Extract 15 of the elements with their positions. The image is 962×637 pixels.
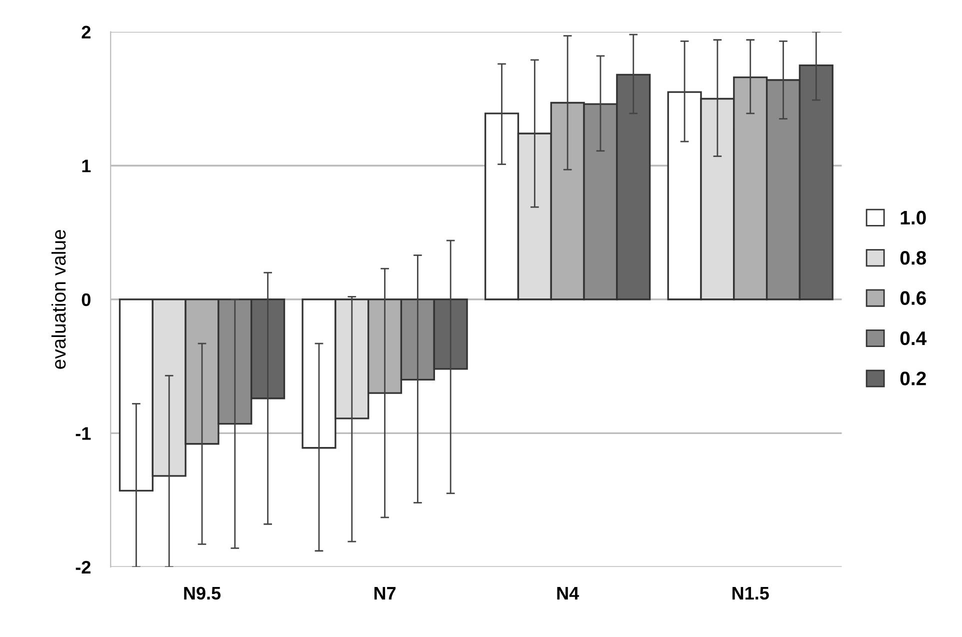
y-tick-label: 2: [82, 26, 90, 38]
legend-label: 0.4: [900, 331, 927, 346]
y-tick-label: -1: [76, 427, 91, 440]
y-axis-title: evaluation value: [51, 230, 66, 369]
x-tick-label: N4: [557, 587, 580, 600]
y-tick-label: -2: [76, 560, 90, 574]
y-tick-label: 1: [82, 160, 91, 172]
x-tick-label: N1.5: [732, 587, 769, 600]
x-tick-label: N9.5: [184, 586, 221, 600]
x-tick-label: N7: [374, 587, 396, 600]
legend-label: 0.6: [900, 291, 926, 305]
legend-label: 0.8: [900, 250, 926, 265]
legend-label: 1.0: [900, 210, 926, 225]
y-tick-label: 0: [82, 293, 90, 306]
legend-label: 0.2: [900, 372, 926, 386]
